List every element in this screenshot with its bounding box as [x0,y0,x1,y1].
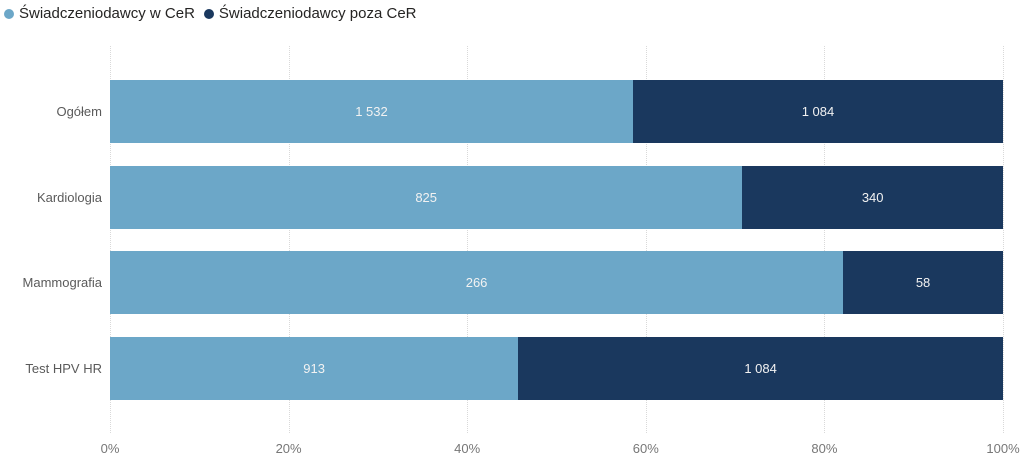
bar-row: Test HPV HR 913 1 084 [0,326,1024,412]
legend-item[interactable]: Świadczeniodawcy poza CeR [203,5,417,22]
value-label: 1 532 [355,104,388,120]
legend-item[interactable]: Świadczeniodawcy w CeR [4,5,195,22]
bar-segment[interactable]: 58 [843,251,1003,315]
bar-segment[interactable]: 340 [742,165,1003,229]
bar-segment[interactable]: 1 532 [110,80,633,144]
bar-segment[interactable]: 1 084 [518,336,1003,400]
gridline [645,46,647,433]
legend-dot-icon [203,8,214,19]
value-label: 1 084 [801,104,835,120]
legend-label: Świadczeniodawcy poza CeR [218,5,417,22]
value-label: 825 [415,189,438,205]
x-axis-tick: 60% [632,441,659,456]
bar-row: Kardiologia 825 340 [0,155,1024,241]
bar-segment[interactable]: 913 [110,336,519,400]
value-label: 1 084 [744,360,777,376]
x-axis-tick: 0% [100,441,120,456]
legend: Świadczeniodawcy w CeR Świadczeniodawcy p… [4,5,417,22]
category-label: Test HPV HR [25,360,102,376]
x-axis: 0% 20% 40% 60% 80% 100% [101,441,1020,459]
bar-segment[interactable]: 825 [110,165,743,229]
gridline [110,46,111,433]
x-axis-tick: 100% [986,441,1020,456]
value-label: 340 [861,189,884,205]
stacked-bar: 825 340 [110,165,1003,229]
value-label: 913 [303,360,325,376]
bar-row: Mammografia 266 58 [0,240,1024,326]
category-label: Mammografia [22,275,102,291]
bar-row: Ogółem 1 532 1 084 [0,69,1024,155]
category-label: Ogółem [56,104,102,120]
x-axis-tick: 20% [275,441,302,456]
gridline [467,46,469,433]
gridline [1003,46,1004,433]
x-axis-tick: 80% [811,441,838,456]
x-axis-tick: 40% [454,441,481,456]
bar-segment[interactable]: 266 [110,251,844,315]
category-label: Kardiologia [36,189,102,205]
stacked-bar: 266 58 [110,251,1003,315]
gridline [824,46,826,433]
legend-dot-icon [4,8,14,19]
bar-segment[interactable]: 1 084 [632,80,1003,144]
gridline [288,46,290,433]
value-label: 266 [465,275,488,291]
bar-rows: Ogółem 1 532 1 084 Kardiologia 825 340 Mammogr… [0,69,1024,411]
value-label: 58 [915,275,931,291]
stacked-bar: 913 1 084 [110,336,1003,400]
legend-label: Świadczeniodawcy w CeR [19,5,195,22]
stacked-bar: 1 532 1 084 [110,80,1003,144]
plot-gridlines [110,46,1004,433]
